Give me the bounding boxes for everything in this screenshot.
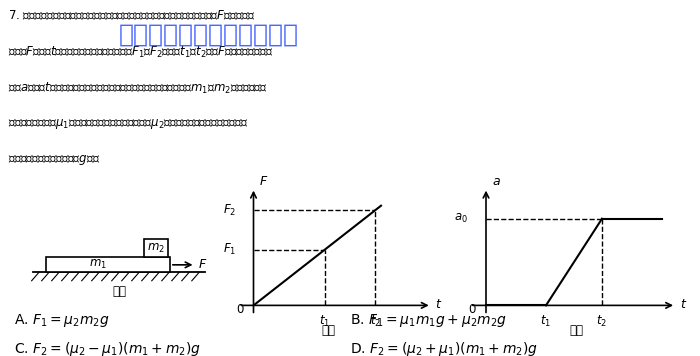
Text: 微信公众号关注：趋赴答案: 微信公众号关注：趋赴答案 <box>119 23 299 47</box>
Text: $t$: $t$ <box>435 298 442 311</box>
Text: $F_1$: $F_1$ <box>223 242 237 257</box>
Text: $t_2$: $t_2$ <box>596 314 608 329</box>
Text: A. $F_1 = \mu_2 m_2 g$: A. $F_1 = \mu_2 m_2 g$ <box>14 312 110 329</box>
Text: 图甲: 图甲 <box>112 284 126 298</box>
Text: 0: 0 <box>237 303 244 316</box>
Text: $F$: $F$ <box>198 258 207 271</box>
Text: $a$: $a$ <box>492 175 500 188</box>
Text: $F_2$: $F_2$ <box>223 203 237 218</box>
Text: C. $F_2 = (\mu_2 - \mu_1)(m_1 + m_2)g$: C. $F_2 = (\mu_2 - \mu_1)(m_1 + m_2)g$ <box>14 340 201 356</box>
Text: $F$: $F$ <box>259 175 269 188</box>
Text: B. $F_1 = \mu_1 m_1 g + \mu_2 m_2 g$: B. $F_1 = \mu_1 m_1 g + \mu_2 m_2 g$ <box>350 312 507 329</box>
Text: $a_0$: $a_0$ <box>454 212 468 225</box>
Text: 图乙: 图乙 <box>321 324 335 337</box>
Text: $t_1$: $t_1$ <box>540 314 552 329</box>
Text: 7. 粗糙水平地面上的长木板的右端放有物块，如图甲所示。用水平向右的拉力$F$作用在长木: 7. 粗糙水平地面上的长木板的右端放有物块，如图甲所示。用水平向右的拉力$F$作… <box>8 9 256 23</box>
Text: 速度$a$随时间$t$的变化关系如图丙所示。已知木板、物块的质量分别为$m_1$、$m_2$，木板与地面: 速度$a$随时间$t$的变化关系如图丙所示。已知木板、物块的质量分别为$m_1$… <box>8 81 268 96</box>
Text: 板上，$F$随时间$t$的变化关系如图乙所示，其中$F_1$、$F_2$分别是$t_1$、$t_2$时刻$F$的大小，物块的加: 板上，$F$随时间$t$的变化关系如图乙所示，其中$F_1$、$F_2$分别是$… <box>8 45 274 61</box>
Text: 力相等，重力加速度大小为$g$。则: 力相等，重力加速度大小为$g$。则 <box>8 153 101 167</box>
Text: $m_2$: $m_2$ <box>148 241 165 255</box>
Text: $t$: $t$ <box>680 298 687 311</box>
Bar <box>46 257 170 272</box>
Text: D. $F_2 = (\mu_2 + \mu_1)(m_1 + m_2)g$: D. $F_2 = (\mu_2 + \mu_1)(m_1 + m_2)g$ <box>350 340 538 356</box>
Text: 图丙: 图丙 <box>569 324 583 337</box>
Text: 间的动摩擦因数为$\mu_1$，物块与木板间的动摩擦因数为$\mu_2$。假设最大静摩擦力与滑动摩擦: 间的动摩擦因数为$\mu_1$，物块与木板间的动摩擦因数为$\mu_2$。假设最… <box>8 117 248 131</box>
Bar <box>144 239 168 257</box>
Text: $m_1$: $m_1$ <box>89 258 107 271</box>
Text: $t_1$: $t_1$ <box>319 314 330 329</box>
Text: $t_2$: $t_2$ <box>370 314 381 329</box>
Text: 0: 0 <box>468 303 475 316</box>
